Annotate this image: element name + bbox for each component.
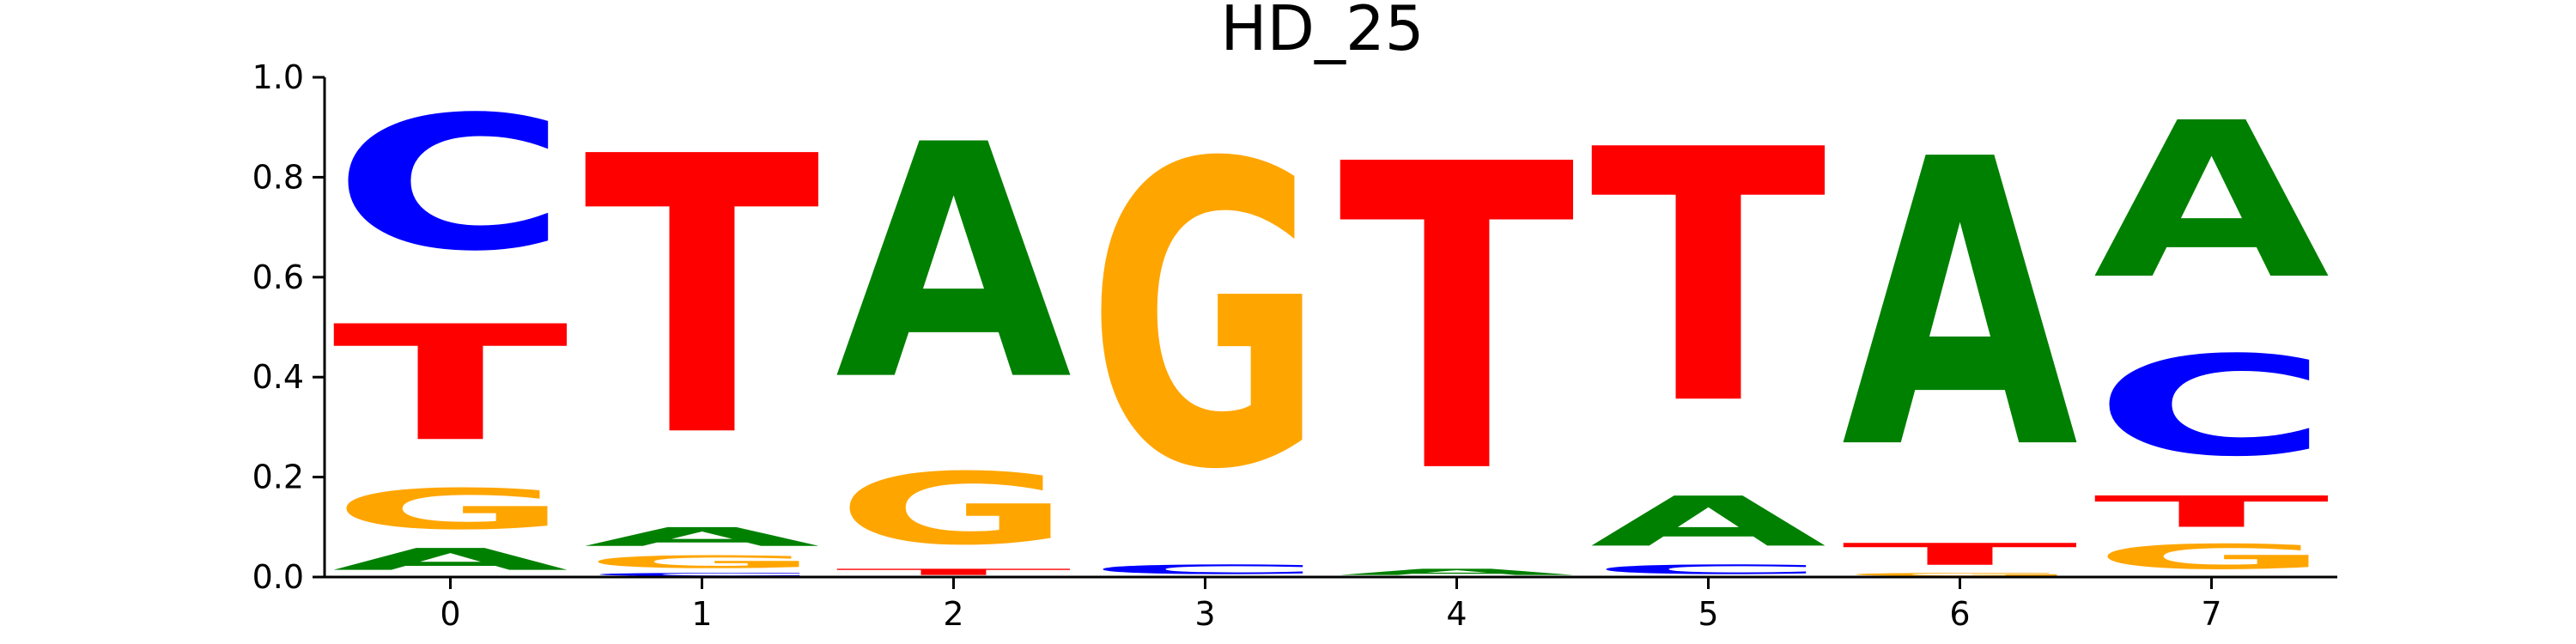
logo-letter-g-pos-0: G <box>332 477 568 542</box>
logo-letter-t-pos-1: T <box>584 77 823 521</box>
logo-letter-a-pos-4: A <box>1339 567 1575 577</box>
x-tick-label: 4 <box>1446 595 1467 633</box>
y-tick-label: 0.8 <box>252 158 304 196</box>
logo-letter-a-pos-7: A <box>2093 76 2332 326</box>
logo-letter-g-pos-2: G <box>835 452 1072 567</box>
x-tick-label: 6 <box>1949 595 1970 633</box>
y-tick-label: 0.0 <box>252 558 304 596</box>
logo-letter-c-pos-0: C <box>332 77 568 292</box>
logo-letter-a-pos-1: A <box>584 522 820 552</box>
y-tick-label: 0.6 <box>252 258 304 296</box>
logo-letter-g-pos-3: G <box>1087 76 1323 561</box>
x-tick-label: 0 <box>440 595 460 633</box>
y-tick-label: 0.4 <box>252 358 304 396</box>
y-tick-label: 0.2 <box>252 459 304 496</box>
logo-letter-a-pos-2: A <box>835 77 1074 452</box>
logo-letter-c-pos-5: C <box>1590 562 1826 576</box>
logo-letter-c-pos-7: C <box>2093 327 2330 487</box>
x-tick-label: 3 <box>1194 595 1215 633</box>
x-tick-label: 5 <box>1698 595 1718 633</box>
logo-letter-c-pos-1: C <box>584 572 820 577</box>
logo-letter-a-pos-5: A <box>1590 482 1829 562</box>
x-tick-label: 7 <box>2201 595 2221 633</box>
logo-letter-t-pos-4: T <box>1339 76 1577 566</box>
logo-letter-t-pos-5: T <box>1590 77 1829 482</box>
x-tick-label: 2 <box>943 595 963 633</box>
chart-title: HD_25 <box>1220 0 1424 64</box>
axes: 0.0 0.2 0.4 0.6 0.8 1.0 0 1 2 3 4 5 6 7 <box>252 58 2337 633</box>
logo-letter-a-pos-0: A <box>332 542 568 577</box>
logo-letter-g-pos-6: G <box>1842 572 2078 577</box>
y-tick-label: 1.0 <box>252 58 304 96</box>
logo-letter-t-pos-6: T <box>1842 537 2081 572</box>
logo-letter-t-pos-2: T <box>835 567 1074 577</box>
logo-letter-c-pos-3: C <box>1087 562 1323 576</box>
logo-letter-a-pos-6: A <box>1842 76 2081 536</box>
logo-letter-t-pos-0: T <box>332 293 571 477</box>
logo-letter-g-pos-1: G <box>584 552 820 572</box>
x-tick-label: 1 <box>691 595 712 633</box>
logo-letter-g-pos-7: G <box>2093 537 2330 577</box>
logo-letter-t-pos-7: T <box>2093 487 2332 537</box>
